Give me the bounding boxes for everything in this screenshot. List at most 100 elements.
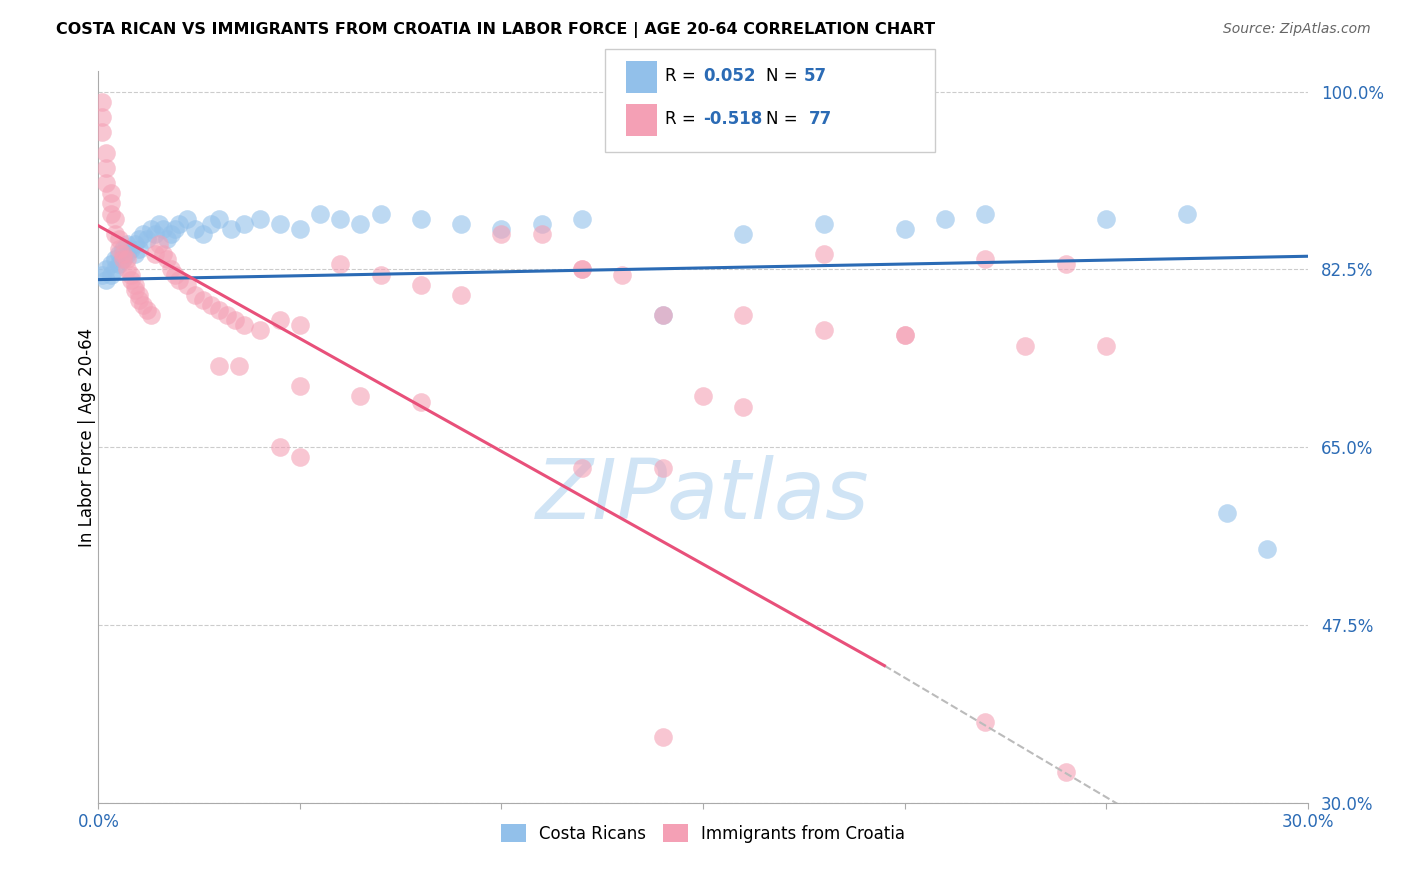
Point — [184, 288, 207, 302]
Point — [651, 308, 673, 322]
Point — [208, 303, 231, 318]
Point — [934, 211, 956, 226]
Point — [91, 268, 114, 282]
Point — [132, 227, 155, 241]
Point — [139, 308, 162, 322]
Point — [143, 247, 166, 261]
Point — [152, 247, 174, 261]
Point — [288, 450, 311, 465]
Point — [217, 308, 239, 322]
Point — [733, 400, 755, 414]
Point — [115, 252, 138, 267]
Point — [103, 211, 125, 226]
Point — [571, 211, 593, 226]
Point — [450, 288, 472, 302]
Point — [571, 262, 593, 277]
Point — [208, 211, 231, 226]
Point — [124, 247, 146, 261]
Point — [163, 268, 186, 282]
Point — [103, 252, 125, 267]
Point — [135, 232, 157, 246]
Point — [120, 272, 142, 286]
Point — [813, 247, 835, 261]
Point — [107, 242, 129, 256]
Point — [269, 440, 291, 454]
Point — [128, 288, 150, 302]
Point — [96, 161, 118, 175]
Point — [329, 257, 352, 271]
Point — [200, 217, 222, 231]
Point — [111, 252, 134, 267]
Point — [1256, 541, 1278, 556]
Point — [107, 257, 129, 271]
Point — [124, 277, 146, 292]
Point — [232, 318, 254, 333]
Point — [107, 247, 129, 261]
Point — [96, 262, 118, 277]
Point — [167, 217, 190, 231]
Point — [100, 186, 122, 201]
Point — [409, 211, 432, 226]
Point — [651, 308, 673, 322]
Point — [1216, 506, 1239, 520]
Text: R =: R = — [665, 110, 702, 128]
Point — [156, 232, 179, 246]
Point — [893, 222, 915, 236]
Point — [167, 272, 190, 286]
Point — [224, 313, 246, 327]
Text: -0.518: -0.518 — [703, 110, 762, 128]
Point — [893, 328, 915, 343]
Point — [115, 262, 138, 277]
Point — [128, 242, 150, 256]
Point — [156, 252, 179, 267]
Point — [176, 277, 198, 292]
Text: N =: N = — [766, 110, 803, 128]
Point — [193, 227, 215, 241]
Point — [974, 252, 997, 267]
Point — [135, 303, 157, 318]
Point — [184, 222, 207, 236]
Point — [974, 206, 997, 220]
Point — [160, 262, 183, 277]
Point — [409, 277, 432, 292]
Point — [120, 268, 142, 282]
Point — [128, 293, 150, 307]
Text: Source: ZipAtlas.com: Source: ZipAtlas.com — [1223, 22, 1371, 37]
Text: 0.052: 0.052 — [703, 67, 755, 85]
Point — [692, 389, 714, 403]
Point — [1175, 206, 1198, 220]
Point — [103, 262, 125, 277]
Point — [491, 227, 513, 241]
Text: COSTA RICAN VS IMMIGRANTS FROM CROATIA IN LABOR FORCE | AGE 20-64 CORRELATION CH: COSTA RICAN VS IMMIGRANTS FROM CROATIA I… — [56, 22, 935, 38]
Point — [1054, 765, 1077, 780]
Legend: Costa Ricans, Immigrants from Croatia: Costa Ricans, Immigrants from Croatia — [494, 818, 912, 849]
Point — [612, 268, 634, 282]
Point — [249, 323, 271, 337]
Point — [111, 252, 134, 267]
Point — [571, 460, 593, 475]
Point — [200, 298, 222, 312]
Point — [733, 227, 755, 241]
Point — [309, 206, 332, 220]
Point — [111, 247, 134, 261]
Point — [152, 222, 174, 236]
Point — [100, 206, 122, 220]
Point — [571, 262, 593, 277]
Point — [530, 227, 553, 241]
Point — [148, 217, 170, 231]
Point — [269, 217, 291, 231]
Point — [120, 242, 142, 256]
Point — [349, 389, 371, 403]
Point — [208, 359, 231, 373]
Point — [100, 257, 122, 271]
Point — [288, 222, 311, 236]
Text: 57: 57 — [804, 67, 827, 85]
Point — [91, 125, 114, 139]
Point — [111, 242, 134, 256]
Point — [1054, 257, 1077, 271]
Point — [329, 211, 352, 226]
Point — [91, 95, 114, 109]
Point — [160, 227, 183, 241]
Point — [813, 217, 835, 231]
Point — [128, 232, 150, 246]
